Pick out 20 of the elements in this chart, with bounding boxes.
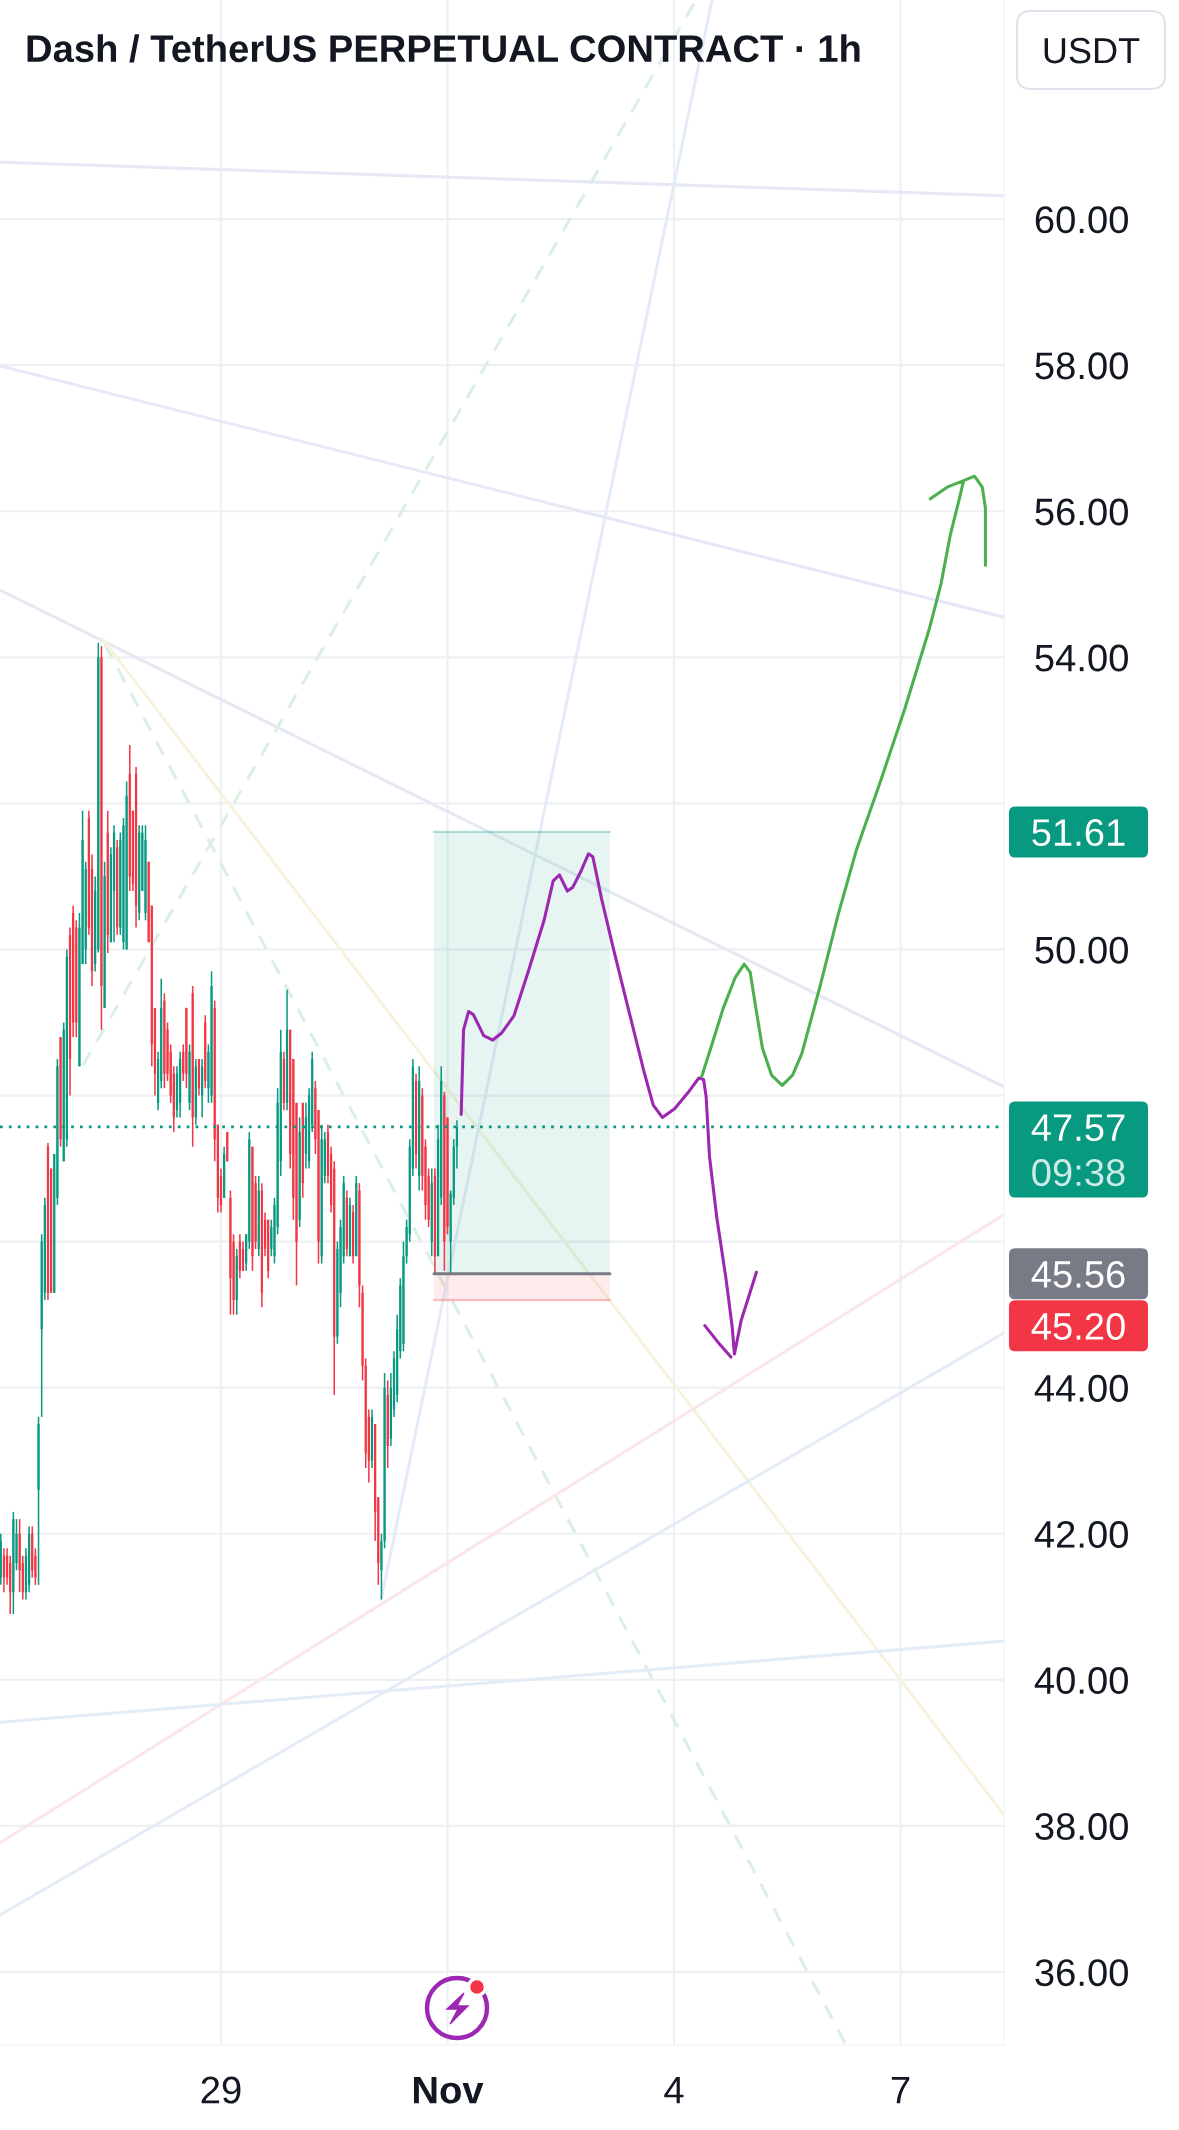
x-tick-label: Nov	[413, 2076, 484, 2104]
x-tick-label: 29	[201, 2076, 241, 2104]
text: 45.56	[1031, 1260, 1125, 1288]
y-tick-label: 38.00	[1035, 1813, 1128, 1841]
y-tick-label: 44.00	[1034, 1374, 1128, 1402]
y-tick-label: 42.00	[1034, 1520, 1128, 1548]
x-tick-label: 7	[891, 2076, 910, 2104]
x-tick-label: 4	[664, 2076, 684, 2104]
y-tick-label: 40.00	[1034, 1666, 1128, 1695]
text: 51.61	[1032, 819, 1125, 847]
text: Dash / TetherUS PERPETUAL CONTRACT · 1h	[27, 34, 860, 63]
y-tick-label: 50.00	[1035, 936, 1128, 964]
ref-line-label: 47.57 09:38	[1031, 1114, 1125, 1187]
y-tick-label: 56.00	[1035, 498, 1128, 526]
text: 45.20	[1031, 1312, 1125, 1340]
y-tick-label: 54.00	[1035, 644, 1128, 672]
y-tick-label: 60.00	[1035, 206, 1128, 234]
y-axis-title: USDT	[1044, 37, 1140, 64]
y-tick-label: 36.00	[1035, 1959, 1128, 1987]
y-tick-label: 58.00	[1035, 352, 1128, 380]
